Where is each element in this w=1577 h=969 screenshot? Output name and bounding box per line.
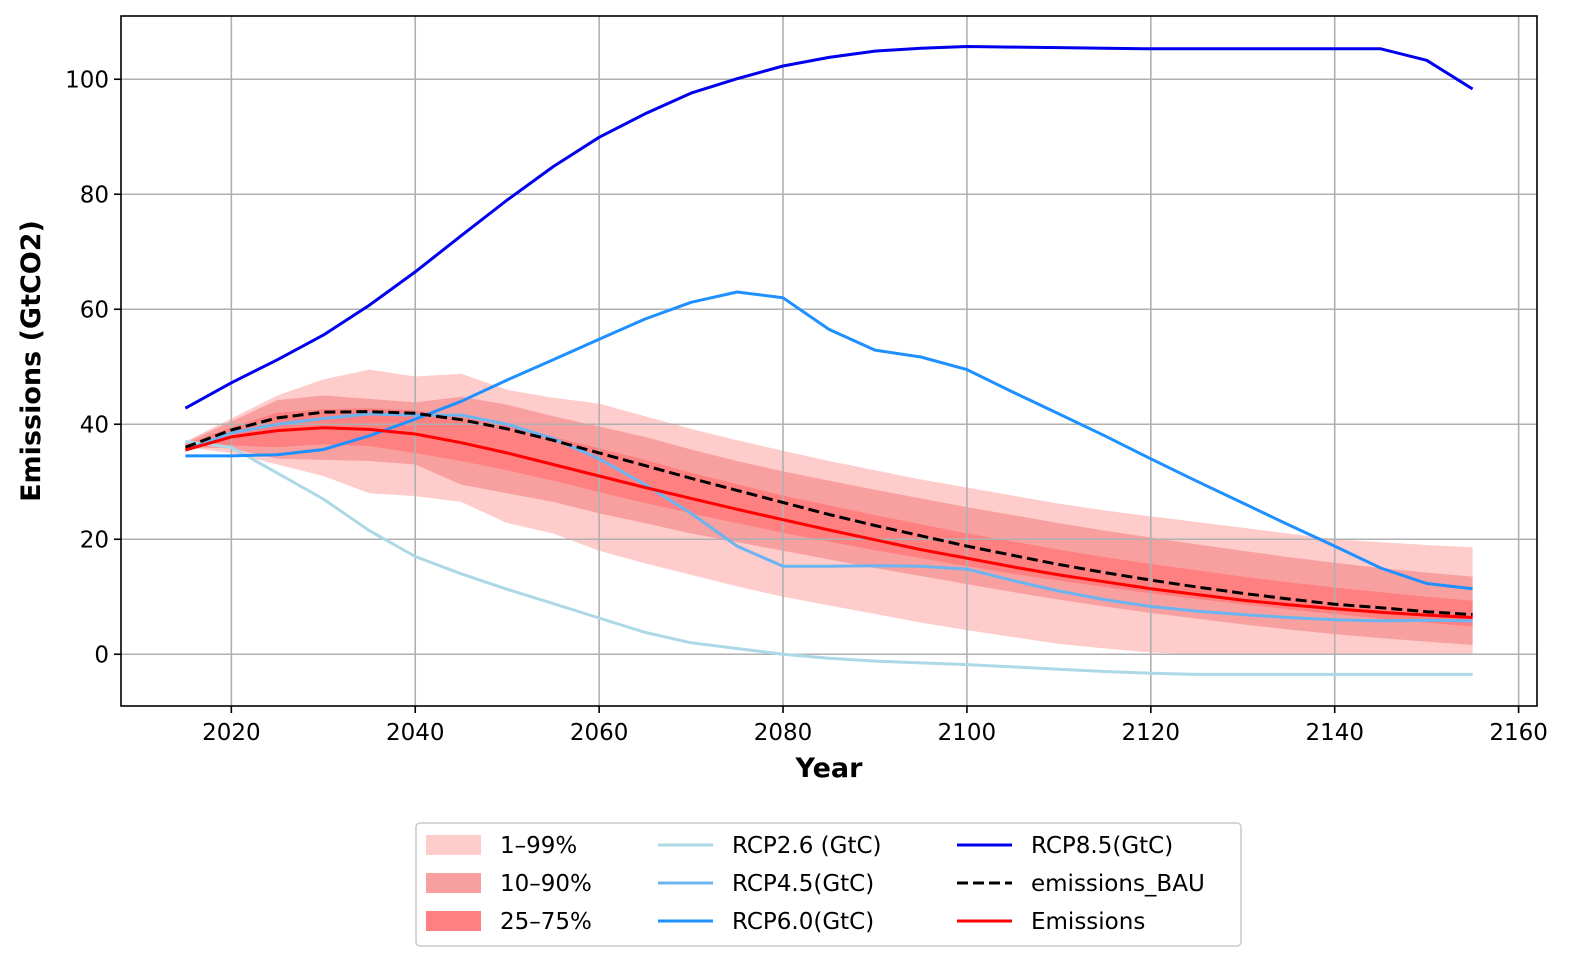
legend-label: RCP6.0(GtC) [732,909,874,935]
series-line-2 [185,290,1473,591]
legend-label: Emissions [1031,909,1145,935]
x-tick-label: 2160 [1489,720,1548,746]
y-tick-label: 80 [80,182,109,208]
legend-label: RCP8.5(GtC) [1031,833,1173,859]
legend-label: 25–75% [500,909,592,935]
series-line-5 [184,426,1473,619]
series-line-1 [184,412,1473,623]
x-tick-label: 2040 [386,720,445,746]
y-tick-label: 20 [80,527,109,553]
x-tick-label: 2080 [754,720,813,746]
legend-label: emissions_BAU [1031,871,1205,897]
legend-label: 10–90% [500,871,592,897]
y-tick-label: 0 [94,642,109,668]
legend: 1–99% 10–90% 25–75% RCP2.6 (GtC) RCP4.5(GtC)… [415,822,1242,947]
legend-box [415,822,1242,947]
legend-label: RCP2.6 (GtC) [732,833,882,859]
series-lines [184,45,1474,676]
series-line-0 [185,440,1473,676]
series-line-3 [184,45,1474,410]
y-tick-label: 100 [65,67,109,93]
axis-ticks: 2020 2040 2060 2080 2100 2120 2140 216002040608… [65,67,1548,746]
plot-frame [120,15,1538,707]
series-line-4 [184,410,1473,617]
x-tick-label: 2100 [938,720,997,746]
gridlines [121,16,1537,706]
legend-label: RCP4.5(GtC) [732,871,874,897]
y-tick-label: 60 [80,297,109,323]
x-axis-title: Year [795,753,864,784]
x-tick-label: 2020 [202,720,261,746]
x-tick-label: 2140 [1305,720,1364,746]
y-tick-label: 40 [80,412,109,438]
x-tick-label: 2120 [1122,720,1181,746]
legend-label: 1–99% [500,833,577,859]
y-axis-title: Emissions (GtCO2) [16,220,47,502]
legend-swatch-band [426,911,481,931]
legend-swatch-band [426,835,481,855]
x-tick-label: 2060 [570,720,629,746]
legend-swatch-band [426,873,481,893]
